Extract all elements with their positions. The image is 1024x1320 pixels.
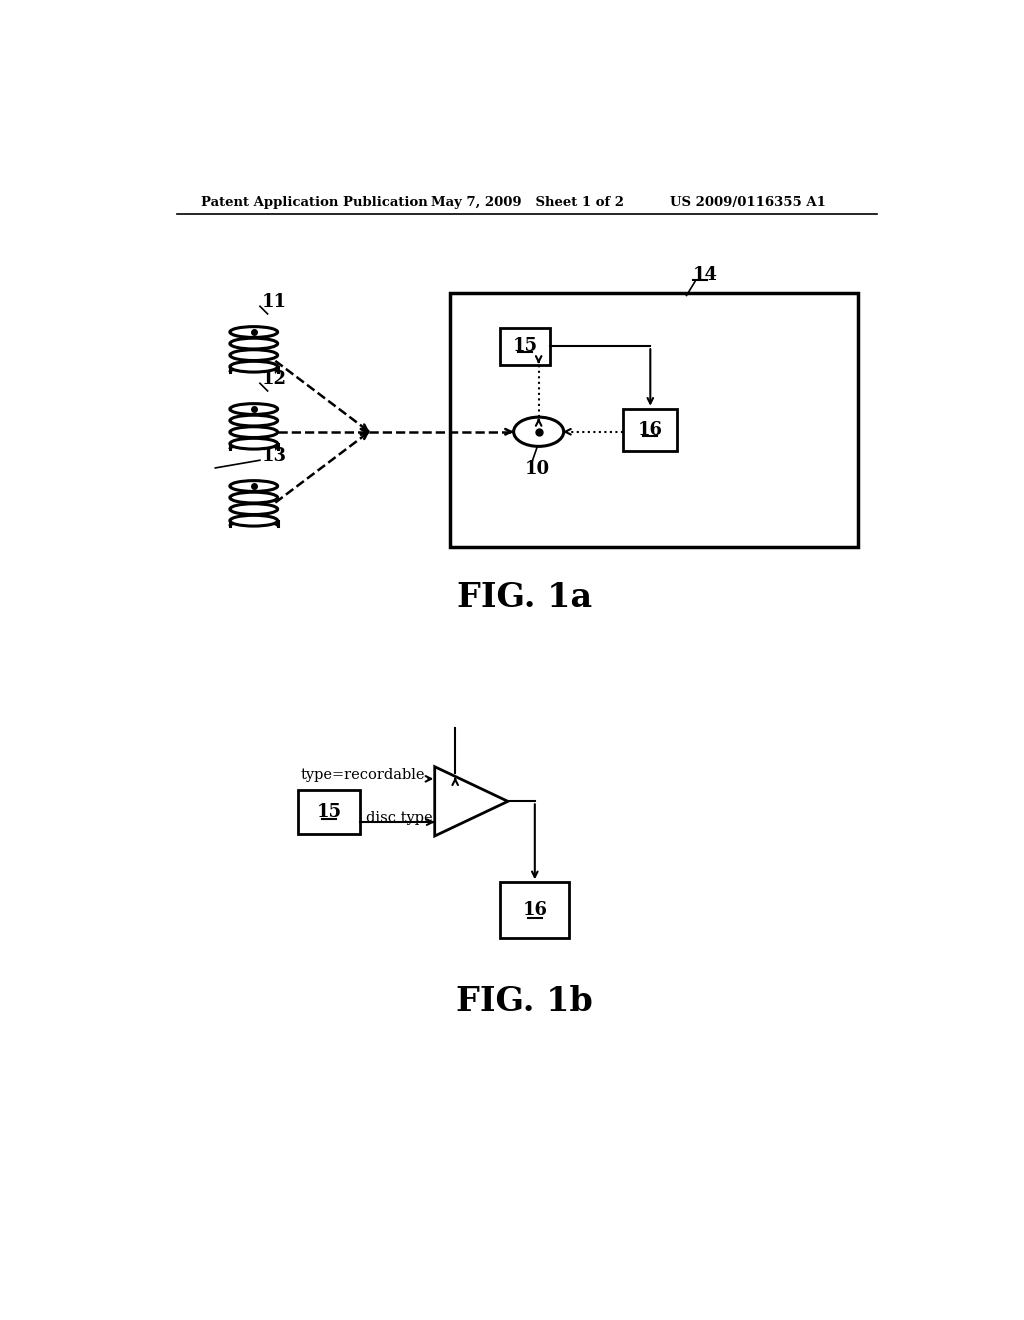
Polygon shape (435, 767, 508, 836)
FancyBboxPatch shape (624, 409, 677, 451)
Text: 16: 16 (522, 902, 547, 919)
Ellipse shape (230, 438, 278, 449)
Text: May 7, 2009   Sheet 1 of 2: May 7, 2009 Sheet 1 of 2 (431, 195, 624, 209)
Text: disc type: disc type (367, 812, 433, 825)
Ellipse shape (230, 362, 278, 372)
Text: US 2009/0116355 A1: US 2009/0116355 A1 (670, 195, 825, 209)
Text: 14: 14 (692, 267, 718, 284)
Text: type=recordable: type=recordable (301, 768, 425, 781)
Ellipse shape (230, 326, 278, 338)
Ellipse shape (230, 338, 278, 348)
Text: Patent Application Publication: Patent Application Publication (202, 195, 428, 209)
Text: 15: 15 (513, 338, 538, 355)
Text: 10: 10 (524, 459, 550, 478)
Text: FIG. 1a: FIG. 1a (458, 581, 592, 614)
FancyBboxPatch shape (298, 789, 360, 834)
Text: 12: 12 (261, 371, 287, 388)
Text: 11: 11 (261, 293, 287, 312)
FancyBboxPatch shape (451, 293, 858, 548)
Text: 16: 16 (638, 421, 663, 438)
Ellipse shape (230, 515, 278, 527)
Ellipse shape (230, 404, 278, 414)
Ellipse shape (230, 492, 278, 503)
Ellipse shape (230, 416, 278, 426)
Ellipse shape (230, 350, 278, 360)
Ellipse shape (230, 426, 278, 437)
Ellipse shape (514, 417, 563, 446)
Text: 13: 13 (261, 447, 287, 466)
Ellipse shape (230, 504, 278, 515)
FancyBboxPatch shape (500, 327, 550, 364)
Ellipse shape (230, 480, 278, 491)
FancyBboxPatch shape (500, 882, 569, 937)
Text: FIG. 1b: FIG. 1b (457, 985, 593, 1018)
Text: 15: 15 (316, 803, 342, 821)
